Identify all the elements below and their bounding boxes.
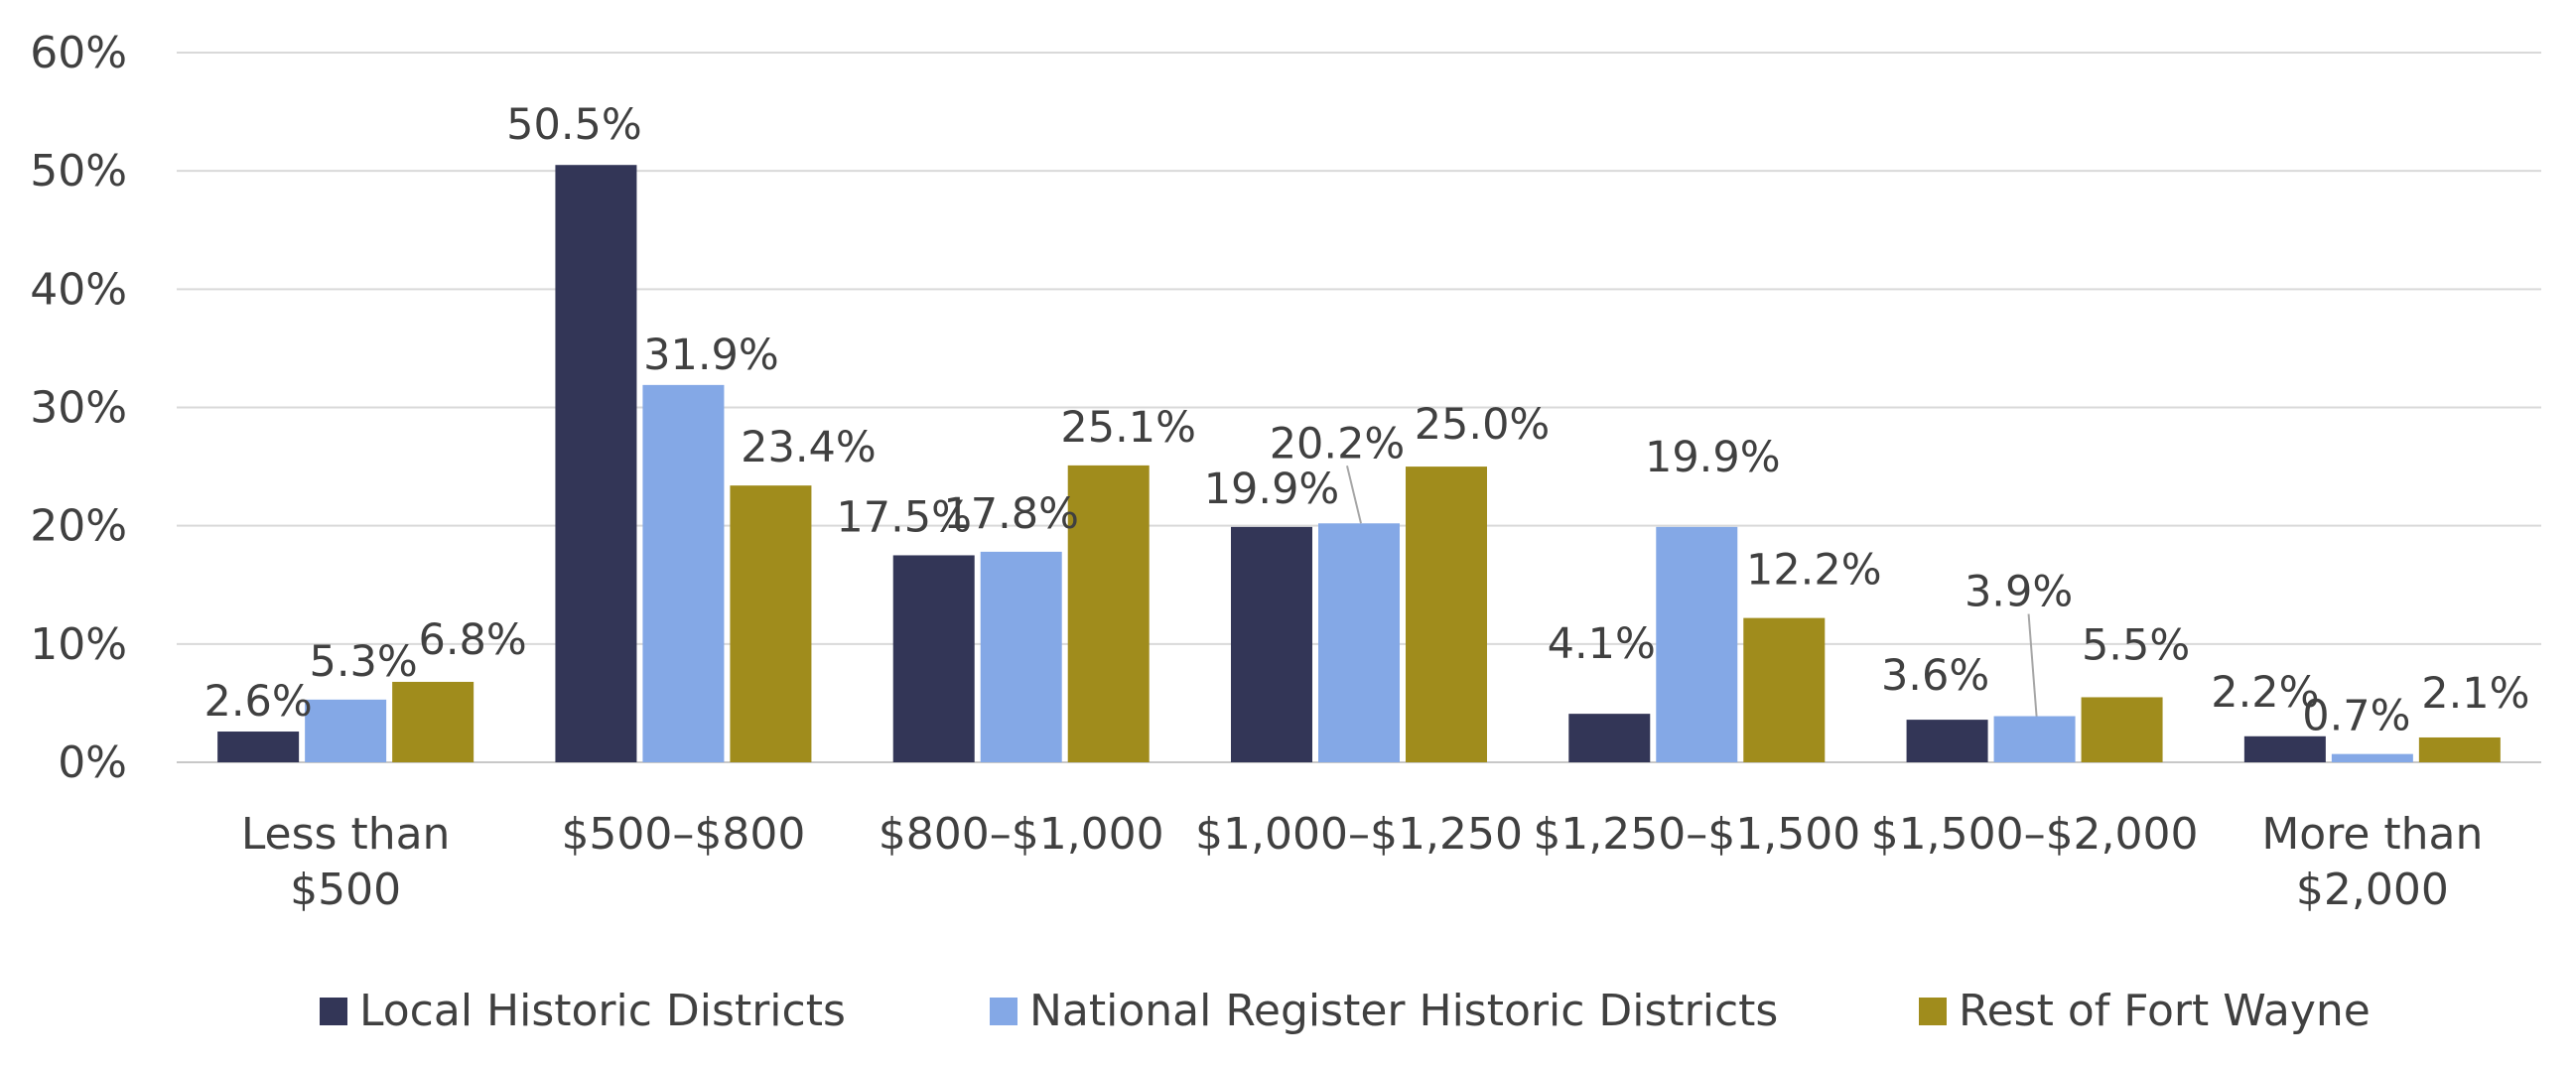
data-label: 3.6%: [1881, 651, 1989, 701]
y-tick-label: 30%: [30, 383, 127, 434]
bar: [1993, 716, 2076, 762]
data-label: 17.5%: [836, 492, 972, 542]
data-label: 31.9%: [643, 331, 779, 380]
data-label: 0.7%: [2302, 692, 2410, 741]
data-label: 2.2%: [2211, 668, 2319, 718]
data-label: 6.8%: [419, 615, 527, 665]
y-tick-label: 0%: [58, 737, 127, 788]
bar: [892, 555, 975, 762]
legend-label: Local Historic Districts: [359, 986, 846, 1036]
bar: [305, 699, 387, 762]
data-label: 20.2%: [1270, 419, 1406, 468]
x-tick-label: $1,250–$1,500: [1533, 809, 1860, 860]
bar: [1568, 714, 1651, 762]
data-label: 5.3%: [310, 637, 418, 687]
bar: [1656, 526, 1738, 762]
bar: [1906, 720, 1988, 762]
x-tick-label: Less than $500: [241, 809, 451, 915]
legend: Local Historic Districts National Registe…: [320, 986, 2371, 1036]
legend-swatch: [1919, 998, 1947, 1025]
x-tick-label: $1,000–$1,250: [1195, 809, 1523, 860]
leader-line: [2027, 613, 2038, 717]
data-label: 3.9%: [1965, 568, 2073, 617]
bar: [1743, 617, 1826, 762]
legend-swatch: [320, 998, 347, 1025]
bars: [217, 165, 2501, 763]
data-label: 23.4%: [741, 423, 877, 472]
bar: [555, 165, 637, 763]
y-tick-label: 50%: [30, 146, 127, 197]
y-tick-label: 20%: [30, 501, 127, 552]
data-label: 5.5%: [2082, 620, 2190, 670]
data-label: 2.1%: [2421, 669, 2529, 719]
bar: [217, 732, 300, 762]
data-label: 19.9%: [1645, 433, 1781, 482]
legend-swatch: [990, 998, 1017, 1025]
legend-label: Rest of Fort Wayne: [1959, 986, 2371, 1036]
legend-label: National Register Historic Districts: [1029, 986, 1778, 1036]
bar: [1231, 526, 1312, 762]
y-tick-label: 10%: [30, 619, 127, 670]
x-tick-label: $1,500–$2,000: [1871, 809, 2199, 860]
bar: [1067, 465, 1150, 762]
y-tick-label: 60%: [30, 28, 127, 78]
bar: [730, 485, 812, 762]
data-label: 12.2%: [1746, 546, 1882, 596]
bar: [2418, 736, 2501, 762]
data-label: 25.1%: [1060, 403, 1196, 453]
y-tick-label: 40%: [30, 264, 127, 315]
leader-line: [1346, 466, 1362, 524]
bar: [2331, 753, 2413, 762]
x-axis: Less than $500 $500–$800 $800–$1,000 $1,000–…: [241, 809, 2484, 915]
bar: [980, 551, 1062, 762]
data-labels: 2.6% 50.5% 17.5% 19.9% 4.1% 3.6% 2.2% 5.3% 31.9%…: [204, 100, 2530, 740]
y-axis: 0% 10% 20% 30% 40% 50% 60%: [30, 28, 127, 788]
data-label: 50.5%: [506, 100, 642, 150]
data-label: 19.9%: [1204, 465, 1340, 514]
x-tick-label: $500–$800: [561, 809, 805, 860]
bar: [2081, 697, 2163, 762]
data-label: 2.6%: [204, 677, 313, 727]
bar: [642, 384, 725, 762]
bar: [2243, 735, 2326, 762]
x-tick-label: $800–$1,000: [879, 809, 1164, 860]
data-label: 4.1%: [1548, 619, 1656, 669]
data-label: 17.8%: [943, 489, 1079, 539]
bar: [392, 681, 475, 762]
bar: [1406, 467, 1487, 762]
data-label: 25.0%: [1415, 400, 1551, 450]
x-tick-label: More than $2,000: [2261, 809, 2483, 915]
bar: [1318, 523, 1400, 762]
